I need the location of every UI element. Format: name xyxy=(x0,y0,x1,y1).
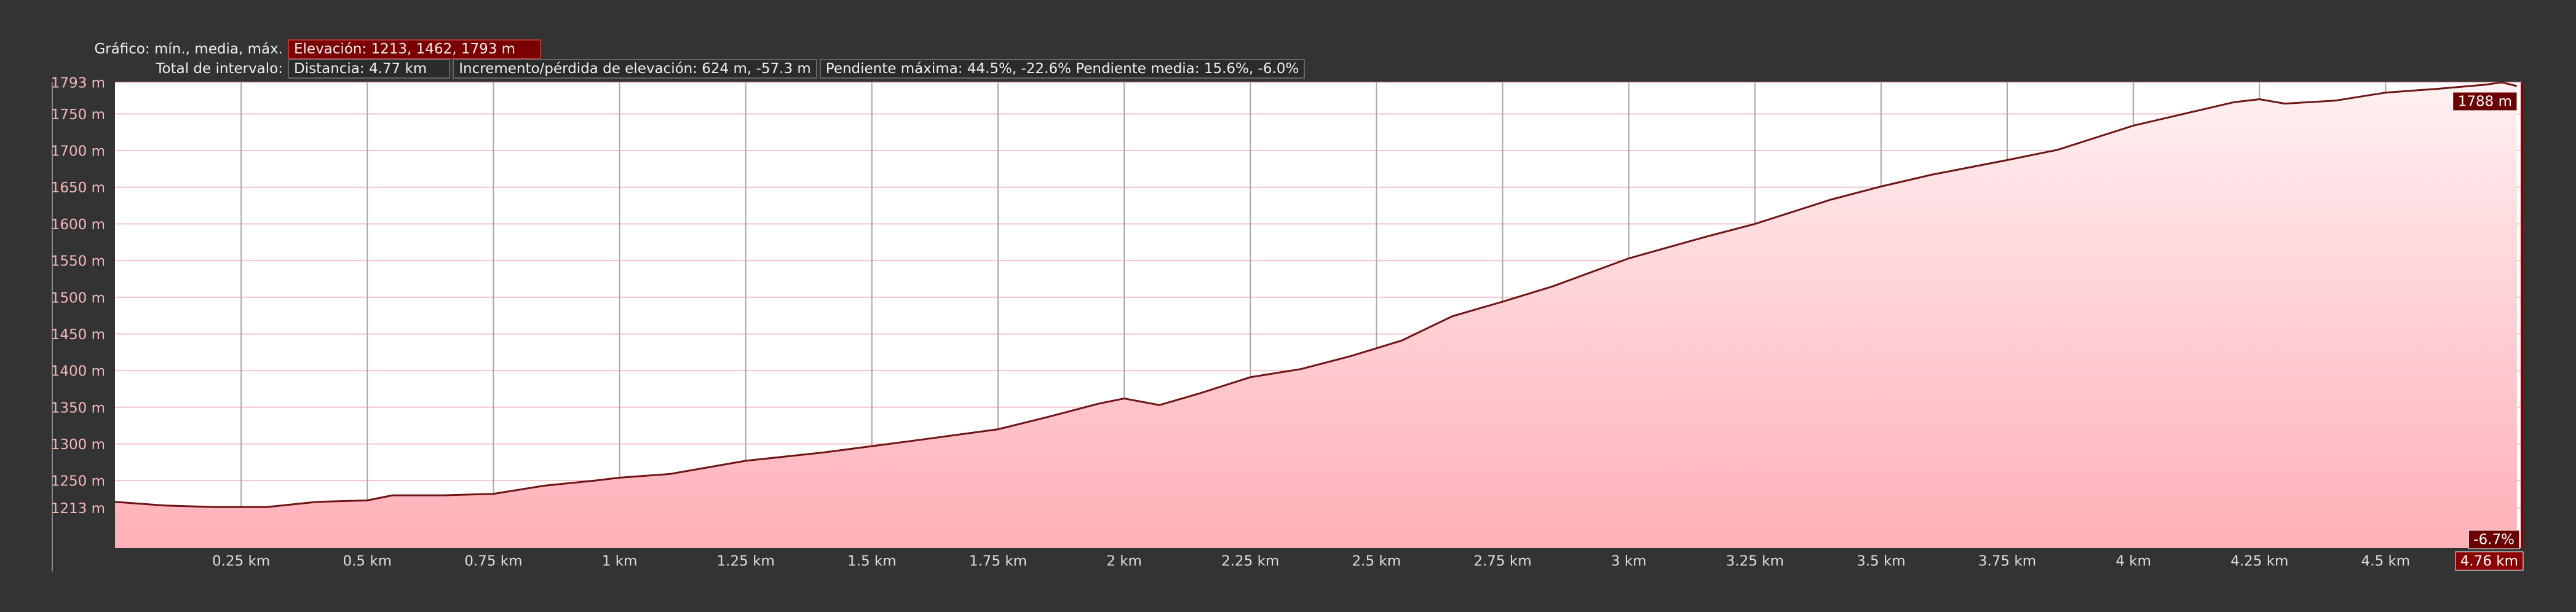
y-tick-label: 1650 m xyxy=(51,180,105,196)
y-tick-label: 1450 m xyxy=(51,327,105,343)
x-tick-label: 1 km xyxy=(602,554,638,570)
x-tick-label: 4.5 km xyxy=(2361,554,2411,570)
x-tick-label: 3 km xyxy=(1611,554,1647,570)
elevation-area xyxy=(115,82,2517,548)
x-tick-label: 3.25 km xyxy=(1726,554,1784,570)
y-tick-label: 1213 m xyxy=(51,501,105,517)
x-tick-label: 1.25 km xyxy=(717,554,775,570)
x-tick-label: 1.75 km xyxy=(969,554,1027,570)
x-tick-label: 0.75 km xyxy=(464,554,522,570)
current-elevation: 1788 m xyxy=(2458,94,2512,110)
x-tick-label: 3.75 km xyxy=(1978,554,2036,570)
y-tick-label: 1300 m xyxy=(51,437,105,453)
x-tick-label: 2.25 km xyxy=(1221,554,1279,570)
y-tick-label: 1400 m xyxy=(51,364,105,380)
current-distance-box xyxy=(2455,551,2524,571)
x-tick-label: 2.5 km xyxy=(1352,554,1401,570)
x-tick-label: 3.5 km xyxy=(1857,554,1906,570)
y-tick-label: 1550 m xyxy=(51,254,105,270)
y-tick-label: 1600 m xyxy=(51,217,105,233)
elevation-summary: Elevación: 1213, 1462, 1793 m xyxy=(288,39,542,59)
y-tick-label: 1750 m xyxy=(51,107,105,123)
y-tick-label: 1793 m xyxy=(51,76,105,92)
x-tick-label: 0.5 km xyxy=(343,554,392,570)
graph-label: Gráfico: mín., media, máx. xyxy=(94,41,283,57)
current-elevation-box xyxy=(2452,92,2518,111)
current-slope-box xyxy=(2468,530,2520,549)
distance-summary: Distancia: 4.77 km xyxy=(288,59,451,79)
interval-label: Total de intervalo: xyxy=(156,61,283,77)
y-tick-label: 1250 m xyxy=(51,474,105,490)
x-tick-label: 1.5 km xyxy=(847,554,897,570)
header: Gráfico: mín., media, máx. Elevación: 12… xyxy=(0,39,1307,79)
x-tick-label: 2.75 km xyxy=(1473,554,1531,570)
current-slope: -6.7% xyxy=(2473,532,2515,548)
current-distance: 4.76 km xyxy=(2460,554,2518,570)
header-row: Total de intervalo: Distancia: 4.77 km I… xyxy=(0,59,1307,79)
x-tick-label: 2 km xyxy=(1106,554,1142,570)
gain-loss-summary: Incremento/pérdida de elevación: 624 m, … xyxy=(453,59,817,79)
x-tick-label: 0.25 km xyxy=(212,554,270,570)
slope-summary: Pendiente máxima: 44.5%, -22.6% Pendient… xyxy=(819,59,1306,79)
x-tick-label: 4 km xyxy=(2115,554,2151,570)
x-tick-label: 4.25 km xyxy=(2230,554,2288,570)
elevation-line xyxy=(114,81,2518,508)
y-tick-label: 1500 m xyxy=(51,290,105,306)
header-row: Gráfico: mín., media, máx. Elevación: 12… xyxy=(0,39,1307,59)
y-tick-label: 1350 m xyxy=(51,400,105,416)
y-tick-label: 1700 m xyxy=(51,144,105,160)
